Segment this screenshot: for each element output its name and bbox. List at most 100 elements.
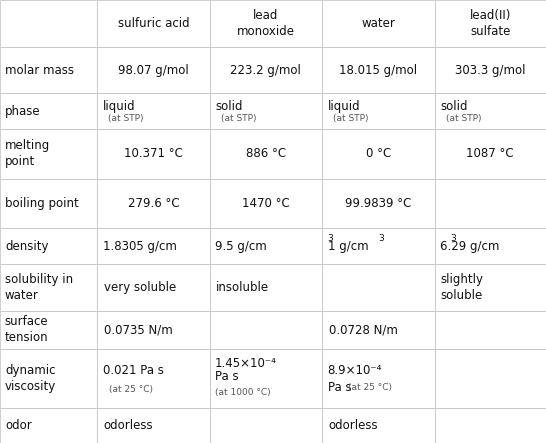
Bar [0, 47, 97, 93]
Bar [210, 229, 322, 264]
Text: (at 1000 °C): (at 1000 °C) [215, 388, 271, 397]
Text: odorless: odorless [329, 419, 378, 432]
Bar [97, 311, 210, 349]
Text: 18.015 g/mol: 18.015 g/mol [339, 63, 418, 77]
Text: 3: 3 [327, 234, 333, 243]
Text: (at STP): (at STP) [108, 114, 144, 124]
Bar [97, 47, 210, 93]
Bar [0, 311, 97, 349]
Bar [322, 0, 435, 47]
Bar [210, 129, 322, 179]
Text: 3: 3 [378, 234, 384, 243]
Text: liquid: liquid [328, 100, 360, 113]
Text: 3: 3 [450, 234, 456, 243]
Text: boiling point: boiling point [5, 197, 79, 210]
Bar [322, 179, 435, 229]
Bar [435, 93, 546, 129]
Text: (at STP): (at STP) [221, 114, 256, 124]
Bar [322, 264, 435, 311]
Bar [97, 229, 210, 264]
Bar [435, 179, 546, 229]
Bar [97, 93, 210, 129]
Text: 1470 °C: 1470 °C [242, 197, 290, 210]
Bar [97, 264, 210, 311]
Bar [435, 129, 546, 179]
Text: liquid: liquid [103, 100, 135, 113]
Text: solid: solid [440, 100, 467, 113]
Text: (at STP): (at STP) [333, 114, 369, 124]
Text: molar mass: molar mass [5, 63, 74, 77]
Text: odorless: odorless [104, 419, 153, 432]
Bar [0, 0, 97, 47]
Text: 1.45×10⁻⁴: 1.45×10⁻⁴ [215, 357, 277, 370]
Bar [0, 408, 97, 443]
Bar [322, 47, 435, 93]
Text: 8.9×10⁻⁴: 8.9×10⁻⁴ [328, 364, 382, 377]
Bar [0, 93, 97, 129]
Bar [210, 264, 322, 311]
Bar [322, 129, 435, 179]
Bar [0, 349, 97, 408]
Bar [210, 0, 322, 47]
Bar [435, 229, 546, 264]
Text: lead(II)
sulfate: lead(II) sulfate [470, 9, 511, 38]
Text: (at 25 °C): (at 25 °C) [348, 383, 393, 392]
Bar [322, 408, 435, 443]
Text: sulfuric acid: sulfuric acid [117, 17, 189, 30]
Text: 303.3 g/mol: 303.3 g/mol [455, 63, 526, 77]
Text: water: water [361, 17, 395, 30]
Bar [210, 349, 322, 408]
Text: odor: odor [5, 419, 32, 432]
Bar [0, 264, 97, 311]
Text: lead
monoxide: lead monoxide [237, 9, 295, 38]
Bar [322, 229, 435, 264]
Text: 10.371 °C: 10.371 °C [124, 147, 183, 160]
Text: solubility in
water: solubility in water [5, 273, 73, 302]
Bar [210, 179, 322, 229]
Bar [435, 264, 546, 311]
Bar [435, 349, 546, 408]
Bar [322, 349, 435, 408]
Text: Pa s: Pa s [215, 370, 239, 383]
Text: 0.0735 N/m: 0.0735 N/m [104, 323, 173, 336]
Bar [210, 47, 322, 93]
Bar [435, 311, 546, 349]
Bar [97, 408, 210, 443]
Text: 1.8305 g/cm: 1.8305 g/cm [103, 240, 176, 253]
Bar [210, 311, 322, 349]
Text: 1 g/cm: 1 g/cm [328, 240, 368, 253]
Text: 223.2 g/mol: 223.2 g/mol [230, 63, 301, 77]
Text: 0 °C: 0 °C [366, 147, 391, 160]
Bar [97, 0, 210, 47]
Text: 1087 °C: 1087 °C [466, 147, 514, 160]
Bar [435, 0, 546, 47]
Text: surface
tension: surface tension [5, 315, 49, 344]
Text: dynamic
viscosity: dynamic viscosity [5, 364, 56, 392]
Bar [0, 179, 97, 229]
Text: phase: phase [5, 105, 40, 118]
Bar [97, 349, 210, 408]
Bar [97, 179, 210, 229]
Bar [435, 47, 546, 93]
Text: 886 °C: 886 °C [246, 147, 286, 160]
Text: 0.0728 N/m: 0.0728 N/m [329, 323, 397, 336]
Text: melting
point: melting point [5, 139, 50, 168]
Text: solid: solid [215, 100, 242, 113]
Text: density: density [5, 240, 49, 253]
Bar [0, 129, 97, 179]
Bar [97, 129, 210, 179]
Bar [210, 408, 322, 443]
Text: Pa s: Pa s [328, 381, 351, 394]
Bar [322, 311, 435, 349]
Text: slightly
soluble: slightly soluble [440, 273, 483, 302]
Text: (at STP): (at STP) [446, 114, 481, 124]
Bar [0, 229, 97, 264]
Text: 6.29 g/cm: 6.29 g/cm [440, 240, 500, 253]
Text: 99.9839 °C: 99.9839 °C [345, 197, 412, 210]
Bar [322, 93, 435, 129]
Text: (at 25 °C): (at 25 °C) [109, 385, 153, 394]
Text: 98.07 g/mol: 98.07 g/mol [118, 63, 189, 77]
Text: insoluble: insoluble [216, 281, 269, 294]
Text: 0.021 Pa s: 0.021 Pa s [103, 364, 163, 377]
Bar [210, 93, 322, 129]
